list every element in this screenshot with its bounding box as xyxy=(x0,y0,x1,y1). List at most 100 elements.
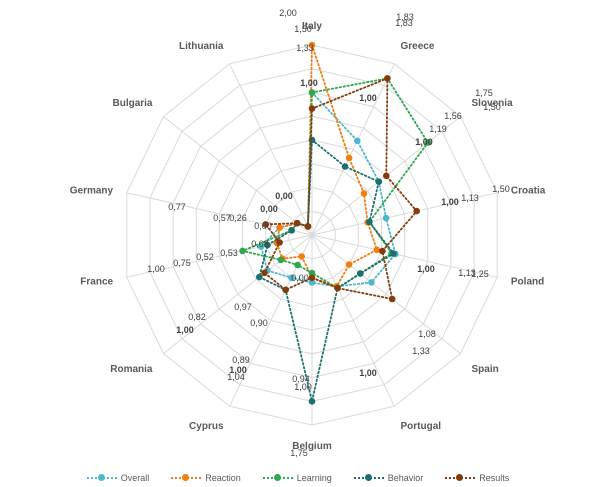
radar-category-labels: Italy Greece Slovenia Croatia Poland Spain Por… xyxy=(70,21,546,452)
data-point xyxy=(308,398,316,405)
category-label: Spain xyxy=(472,364,499,375)
category-label: Germany xyxy=(70,186,114,197)
data-point xyxy=(345,154,353,162)
data-label: 0,77 xyxy=(168,202,186,212)
category-label: Slovenia xyxy=(472,98,514,109)
data-point xyxy=(308,274,316,282)
data-point xyxy=(262,221,270,228)
data-label: 0,97 xyxy=(234,302,252,312)
data-point xyxy=(288,227,295,234)
data-point xyxy=(354,137,361,145)
data-label: 1,08 xyxy=(418,329,436,339)
grid-spoke xyxy=(229,63,313,236)
data-point xyxy=(261,269,268,277)
data-point xyxy=(341,163,349,170)
legend-label: Learning xyxy=(296,473,332,483)
data-point xyxy=(308,279,316,286)
data-label: 0,00 xyxy=(254,221,272,231)
legend-swatch xyxy=(171,474,202,482)
data-point xyxy=(357,270,364,277)
data-label: 1,25 xyxy=(471,269,489,279)
legend-swatch xyxy=(445,474,476,482)
data-point xyxy=(257,243,265,250)
data-label: 1,75 xyxy=(475,88,493,98)
data-point xyxy=(368,279,375,286)
data-label: 1,00 xyxy=(294,382,312,392)
legend-swatch xyxy=(86,474,117,482)
data-point xyxy=(282,286,289,294)
data-label: 0,26 xyxy=(229,213,247,223)
legend-label: Reaction xyxy=(205,473,241,483)
data-label: 1,00 xyxy=(176,325,194,335)
series-results xyxy=(261,75,421,303)
category-label: Croatia xyxy=(511,186,546,197)
data-point xyxy=(388,295,396,303)
category-label: Portugal xyxy=(401,421,442,432)
grid-spoke xyxy=(311,234,461,354)
category-label: Cyprus xyxy=(189,421,224,432)
legend-item-overall: Overall xyxy=(86,470,149,486)
data-label: 1,50 xyxy=(294,24,312,34)
data-label: 1,83 xyxy=(395,18,413,28)
data-label: 1,19 xyxy=(429,124,447,134)
radar-chart: 2,00 1,50 1,33 1,00 1,831,83 1,00 1,75 1,50 1,56… xyxy=(70,8,546,458)
legend-label: Behavior xyxy=(387,473,424,483)
data-point xyxy=(334,284,341,292)
data-point xyxy=(345,261,353,268)
data-point xyxy=(239,247,246,255)
data-point xyxy=(424,139,432,146)
data-point xyxy=(383,172,390,180)
data-point xyxy=(413,207,421,215)
data-label: 1,00 xyxy=(147,264,165,274)
data-label: 1,50 xyxy=(483,102,501,112)
category-label: Italy xyxy=(302,21,322,32)
series-learning xyxy=(239,75,432,292)
data-label: 1,50 xyxy=(492,184,510,194)
data-label: 1,04 xyxy=(227,372,245,382)
data-point xyxy=(276,239,283,246)
data-point xyxy=(255,273,263,281)
data-label: 1,00 xyxy=(359,368,377,378)
category-label: France xyxy=(80,276,113,287)
data-point xyxy=(379,247,386,255)
category-label: Greece xyxy=(401,41,435,52)
grid-spoke xyxy=(311,63,395,236)
data-label: 2,00 xyxy=(279,8,297,18)
data-point xyxy=(308,136,316,144)
data-point xyxy=(382,214,390,222)
data-point xyxy=(360,190,368,197)
data-label: 1,13 xyxy=(458,268,476,278)
data-label: 1,13 xyxy=(461,193,479,203)
data-label: 1,00 xyxy=(359,93,377,103)
category-label: Romania xyxy=(110,364,153,375)
radar-data-labels: 2,00 1,50 1,33 1,00 1,831,83 1,00 1,75 1,50 1,56… xyxy=(147,8,510,458)
data-label: 1,83 xyxy=(396,12,414,22)
data-point xyxy=(276,224,283,231)
category-label: Poland xyxy=(511,276,544,287)
data-label: 0,08 xyxy=(251,239,269,249)
grid-spoke xyxy=(163,116,313,236)
series-line xyxy=(275,44,378,288)
legend-swatch xyxy=(353,474,384,482)
grid-spoke xyxy=(311,234,395,407)
data-point xyxy=(304,223,312,230)
data-label: 0,94 xyxy=(292,374,310,384)
data-label: 0,53 xyxy=(220,248,238,258)
data-label: 1,33 xyxy=(412,346,430,356)
category-label: Belgium xyxy=(292,441,332,452)
data-point xyxy=(384,75,391,82)
data-label: 1,00 xyxy=(417,264,435,274)
category-label: Bulgaria xyxy=(112,98,152,109)
data-point xyxy=(390,250,397,257)
data-label: 0,75 xyxy=(173,258,191,268)
legend-item-results: Results xyxy=(445,470,509,486)
radar-series xyxy=(239,41,432,405)
data-label: 1,00 xyxy=(415,137,433,147)
grid-spoke xyxy=(311,234,498,278)
data-label: 1,00 xyxy=(441,197,459,207)
legend-item-behavior: Behavior xyxy=(353,470,424,486)
data-point xyxy=(373,246,381,254)
data-label: 0,00 xyxy=(275,191,293,201)
legend-swatch xyxy=(262,474,293,482)
data-label: 0,82 xyxy=(188,312,206,322)
